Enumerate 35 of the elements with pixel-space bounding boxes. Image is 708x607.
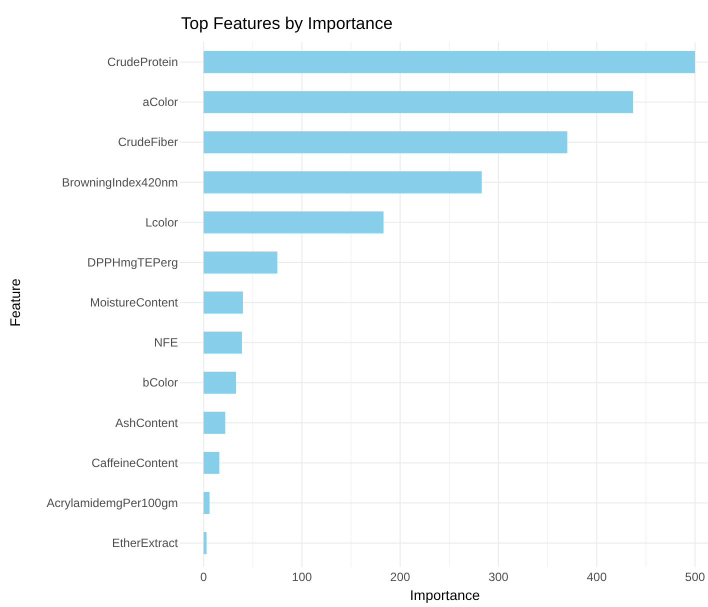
bar [204,171,482,194]
x-tick-label: 400 [586,570,608,584]
bar [204,412,226,434]
y-axis-title: Feature [7,278,23,327]
bar [204,131,568,154]
y-tick-label: Lcolor [145,215,178,230]
x-tick-label: 0 [200,570,208,584]
bar [204,372,236,394]
x-tick-label: 100 [292,570,312,584]
y-tick-label: EtherExtract [112,536,179,550]
y-tick-label: aColor [142,95,178,110]
y-tick-label: CrudeProtein [107,55,178,70]
x-tick-label: 500 [685,570,706,584]
x-tick-label: 300 [488,570,509,584]
bar [204,452,220,474]
bar [204,51,696,74]
y-tick-label: AcrylamidemgPer100gm [46,496,178,510]
bar [204,492,210,514]
bar [204,211,384,234]
y-tick-label: NFE [154,336,178,350]
x-tick-label: 200 [390,570,411,584]
bar [204,532,207,554]
bar [204,292,243,314]
bar [204,91,634,114]
y-tick-label: CrudeFiber [118,135,178,150]
bar [204,332,242,354]
chart-title: Top Features by Importance [181,14,393,33]
bar [204,251,278,274]
y-tick-label: bColor [142,376,178,390]
x-axis-title: Importance [410,587,480,603]
y-tick-label: MoistureContent [90,296,179,310]
y-tick-label: AshContent [115,416,179,430]
y-tick-label: DPPHmgTEPerg [87,255,178,270]
y-tick-label: CaffeineContent [91,456,179,470]
y-tick-label: BrowningIndex420nm [62,175,178,190]
